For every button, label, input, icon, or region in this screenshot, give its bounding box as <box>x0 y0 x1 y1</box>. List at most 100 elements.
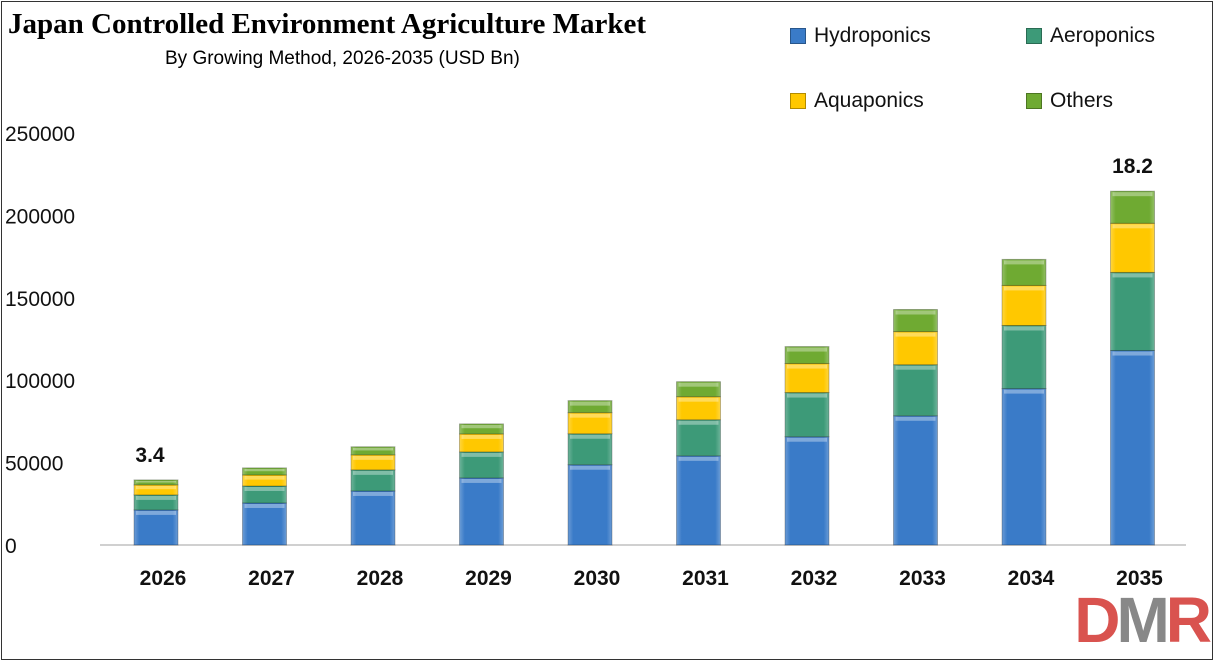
legend-swatch <box>1026 28 1042 44</box>
dmr-logo: DMR <box>1074 584 1212 656</box>
bar-bevel <box>353 470 393 475</box>
bar-bevel <box>353 447 393 451</box>
bar-bevel <box>787 437 827 442</box>
bar-bevel <box>570 401 610 406</box>
bar-bevel <box>461 434 502 439</box>
bar-bevel <box>136 485 176 490</box>
bar-segment-aeroponics-2032 <box>784 392 830 438</box>
x-tick-label: 2032 <box>791 567 838 590</box>
bar-bevel <box>136 480 176 483</box>
y-tick-label: 0 <box>5 535 17 558</box>
bar-bevel <box>1112 351 1153 356</box>
bar-segment-others-2029 <box>459 423 504 435</box>
x-tick-label: 2029 <box>465 567 512 590</box>
bar-segment-others-2028 <box>350 446 396 456</box>
bar-bevel <box>570 434 610 439</box>
bar-bevel <box>1004 286 1044 291</box>
bar-bevel <box>461 478 502 483</box>
bar-segment-aquaponics-2034 <box>1001 284 1047 326</box>
y-tick-label: 100000 <box>5 370 75 393</box>
bar-segment-aquaponics-2035 <box>1110 222 1155 273</box>
bar-bevel <box>136 510 176 515</box>
bar-bevel <box>678 420 719 425</box>
legend-item-hydroponics: Hydroponics <box>790 24 931 48</box>
legend-item-aeroponics: Aeroponics <box>1026 24 1155 48</box>
bar-bevel <box>787 364 827 369</box>
bar-segment-aquaponics-2033 <box>893 331 938 366</box>
bar-bevel <box>895 310 936 315</box>
bar-bevel <box>787 347 827 352</box>
y-tick-label: 200000 <box>5 205 75 228</box>
x-tick-label: 2035 <box>1116 567 1163 590</box>
bar-bevel <box>1004 326 1044 331</box>
bar-segment-hydroponics-2026 <box>133 509 179 546</box>
bar-bevel <box>1004 389 1044 394</box>
bar-bevel <box>353 455 393 460</box>
bar-segment-hydroponics-2027 <box>242 502 287 546</box>
bar-bevel <box>244 468 285 472</box>
x-tick-label: 2034 <box>1008 567 1055 590</box>
bar-segment-hydroponics-2032 <box>784 436 830 546</box>
x-tick-label: 2027 <box>248 567 295 590</box>
x-tick-label: 2030 <box>574 567 621 590</box>
x-tick-label: 2028 <box>357 567 404 590</box>
bar-segment-others-2027 <box>242 467 287 476</box>
bar-bevel <box>461 452 502 457</box>
bar-bevel <box>461 424 502 429</box>
bar-segment-aeroponics-2035 <box>1110 271 1155 352</box>
bar-segment-hydroponics-2028 <box>350 490 396 546</box>
bar-bevel <box>570 465 610 470</box>
legend-swatch <box>790 93 806 109</box>
legend-item-aquaponics: Aquaponics <box>790 89 924 113</box>
bar-segment-aeroponics-2029 <box>459 451 504 479</box>
legend-label: Others <box>1050 89 1114 112</box>
legend-label: Hydroponics <box>814 24 931 47</box>
bar-segment-aeroponics-2030 <box>567 433 613 466</box>
bar-segment-hydroponics-2030 <box>567 464 613 546</box>
bar-segment-hydroponics-2035 <box>1110 350 1155 546</box>
bar-bevel <box>1112 192 1153 197</box>
bar-segment-aeroponics-2031 <box>676 419 721 457</box>
bar-bevel <box>244 487 285 492</box>
y-tick-label: 50000 <box>5 453 63 476</box>
bar-segment-others-2026 <box>133 479 179 486</box>
bar-bevel <box>787 393 827 398</box>
bar-bevel <box>244 503 285 508</box>
data-label: 18.2 <box>1112 155 1153 178</box>
bar-segment-hydroponics-2033 <box>893 415 938 546</box>
bar-bevel <box>678 397 719 402</box>
y-tick-label: 250000 <box>5 123 75 146</box>
bar-bevel <box>1004 260 1044 265</box>
chart-subtitle: By Growing Method, 2026-2035 (USD Bn) <box>165 48 520 69</box>
legend-swatch <box>790 28 806 44</box>
bar-segment-hydroponics-2031 <box>676 455 721 546</box>
bar-bevel <box>570 413 610 418</box>
y-tick-label: 150000 <box>5 288 75 311</box>
bar-segment-others-2035 <box>1110 190 1155 224</box>
bar-bevel <box>895 416 936 421</box>
bar-segment-aeroponics-2033 <box>893 364 938 417</box>
bar-bevel <box>678 456 719 461</box>
bar-segment-others-2031 <box>676 381 721 398</box>
x-tick-label: 2031 <box>682 567 729 590</box>
legend-label: Aeroponics <box>1050 24 1156 47</box>
x-tick-label: 2033 <box>899 567 946 590</box>
bar-bevel <box>353 491 393 496</box>
bar-segment-others-2034 <box>1001 258 1047 286</box>
legend-label: Aquaponics <box>814 89 924 112</box>
legend-item-others: Others <box>1026 89 1113 113</box>
bar-bevel <box>678 382 719 387</box>
legend-swatch <box>1026 93 1042 109</box>
bar-segment-aquaponics-2032 <box>784 363 830 394</box>
bar-bevel <box>1112 273 1153 278</box>
bar-segment-others-2033 <box>893 309 938 333</box>
bar-bevel <box>895 365 936 370</box>
chart-title: Japan Controlled Environment Agriculture… <box>8 8 646 40</box>
bar-segment-aeroponics-2034 <box>1001 324 1047 390</box>
bar-bevel <box>244 475 285 480</box>
data-label: 3.4 <box>135 444 165 467</box>
bar-segment-others-2030 <box>567 400 613 414</box>
bar-segment-hydroponics-2029 <box>459 477 504 546</box>
